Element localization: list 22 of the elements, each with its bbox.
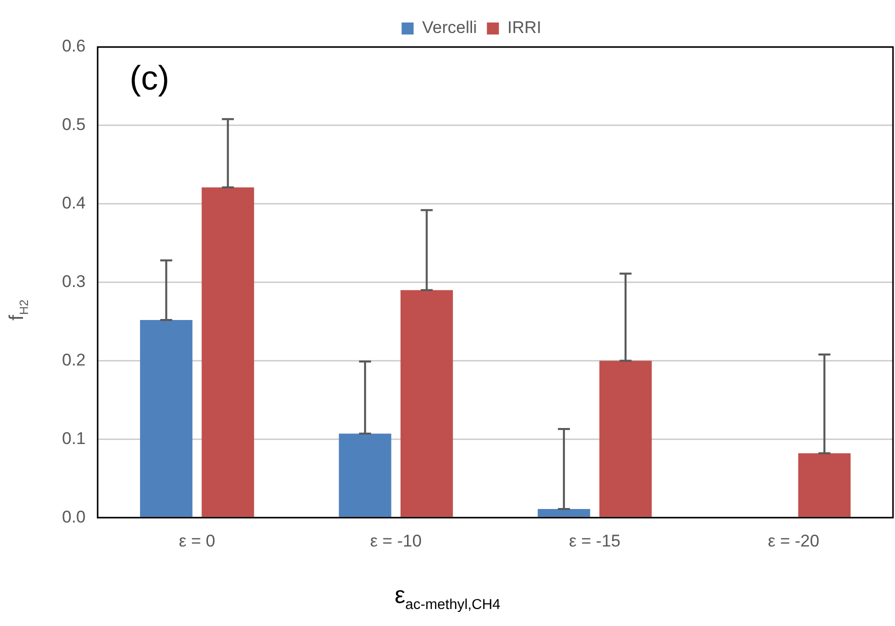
- x-tick-label: ε = -20: [768, 531, 820, 550]
- y-tick-label: 0.6: [62, 36, 86, 56]
- bar: [538, 508, 590, 517]
- y-tick-label: 0.1: [62, 428, 86, 448]
- x-tick-label: ε = 0: [178, 531, 216, 550]
- x-axis-title: ε$_{ac-methyl,CH4}$: [394, 582, 502, 613]
- y-tick-label: 0.4: [62, 194, 86, 213]
- annotation: (c): [130, 59, 170, 98]
- y-tick-label: 0.0: [62, 507, 86, 526]
- x-tick-label: ε = -10: [370, 531, 422, 550]
- y-tick-label: 0.2: [62, 350, 86, 370]
- x-tick-label: ε = -15: [568, 531, 621, 550]
- legend-label: Vercelli: [422, 18, 477, 38]
- bar: [599, 360, 652, 517]
- bar: [202, 187, 254, 517]
- legend-label: IRRI: [507, 18, 542, 38]
- bar: [140, 320, 192, 517]
- y-tick-label: 0.3: [62, 272, 86, 291]
- y-tick-label: 0.5: [62, 115, 86, 134]
- bar: [798, 453, 851, 517]
- bar: [338, 434, 392, 517]
- bar: [400, 290, 453, 517]
